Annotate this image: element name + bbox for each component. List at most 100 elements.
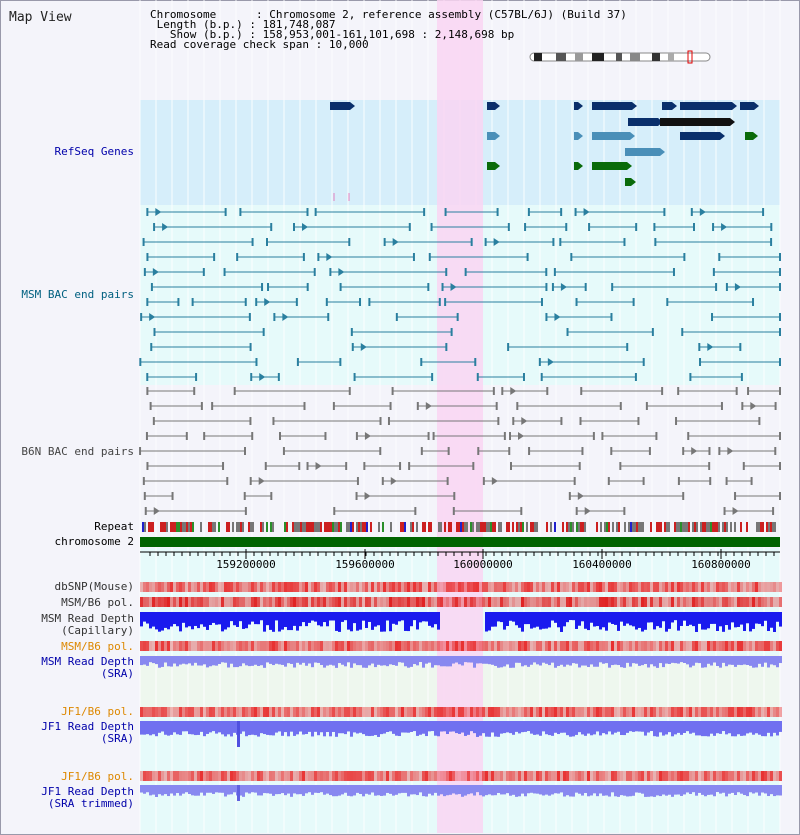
repeat-mark	[730, 522, 732, 532]
jf1-pol-strip	[650, 707, 653, 717]
jf1-depth	[779, 721, 782, 732]
msm-cap-depth	[566, 612, 569, 623]
msm-cap-depth	[170, 612, 173, 627]
jf1-trim-depth	[284, 785, 287, 796]
msm-pol-strip-2	[500, 641, 503, 651]
repeat-mark	[674, 522, 676, 532]
msm-pol-strip	[548, 597, 551, 607]
jf1-pol-strip	[467, 707, 470, 717]
msm-cap-depth	[500, 612, 503, 623]
msm-sra-depth	[596, 656, 599, 667]
msm-sra-depth	[503, 656, 506, 667]
repeat-mark	[628, 522, 630, 532]
dbsnp-strip	[263, 582, 266, 592]
jf1-depth	[401, 721, 404, 733]
jf1-pol-strip	[617, 707, 620, 717]
msm-cap-depth	[539, 612, 542, 630]
dbsnp-strip	[158, 582, 161, 592]
jf1-pol-strip	[260, 707, 263, 717]
dbsnp-strip	[734, 582, 737, 592]
msm-sra-depth	[740, 656, 743, 666]
repeat-mark	[506, 522, 508, 532]
msm-cap-depth	[590, 612, 593, 623]
jf1-pol-strip-2	[455, 771, 458, 781]
msm-cap-depth	[419, 612, 422, 623]
gene-body	[574, 132, 578, 140]
msm-pol-strip-2	[743, 641, 746, 651]
jf1-pol-strip-2	[173, 771, 176, 781]
msm-sra-depth	[398, 656, 401, 663]
msm-pol-strip-2	[251, 641, 254, 651]
jf1-pol-strip	[431, 707, 434, 717]
repeat-mark	[572, 522, 574, 532]
msm-pol-strip-2	[584, 641, 587, 651]
jf1-trim-depth	[251, 785, 254, 793]
msm-cap-depth	[776, 612, 779, 622]
msm-sra-depth	[743, 656, 746, 665]
jf1-pol-strip	[224, 707, 227, 717]
jf1-trim-depth	[758, 785, 761, 796]
msm-cap-depth	[644, 612, 647, 630]
dbsnp-strip	[389, 582, 392, 592]
jf1-pol-strip-2	[656, 771, 659, 781]
msm-pol-strip	[272, 597, 275, 607]
repeat-mark	[238, 522, 240, 532]
dbsnp-strip	[680, 582, 683, 592]
msm-sra-depth	[188, 656, 191, 664]
dbsnp-strip	[266, 582, 269, 592]
repeat-mark	[328, 522, 330, 532]
repeat-mark	[530, 522, 532, 532]
msm-bac-arrow	[162, 223, 169, 231]
jf1-pol-strip	[218, 707, 221, 717]
length-value: 181,748,087	[262, 18, 336, 31]
msm-sra-depth	[311, 656, 314, 668]
repeat-mark	[360, 522, 362, 532]
msm-sra-depth	[425, 656, 428, 664]
jf1-pol-strip-2	[566, 771, 569, 781]
jf1-pol-strip	[572, 707, 575, 717]
msm-cap-depth	[698, 612, 701, 624]
jf1-pol-strip	[485, 707, 488, 717]
msm-pol-strip-2	[665, 641, 668, 651]
jf1-pol-strip	[548, 707, 551, 717]
dbsnp-strip	[674, 582, 677, 592]
jf1-pol-strip	[248, 707, 251, 717]
msm-cap-depth	[206, 612, 209, 630]
jf1-depth	[740, 721, 743, 736]
gene-body	[574, 102, 578, 110]
dbsnp-strip	[662, 582, 665, 592]
jf1-depth	[524, 721, 527, 732]
msm-cap-depth	[761, 612, 764, 627]
msm-cap-depth	[200, 612, 203, 625]
msm-cap-depth	[554, 612, 557, 623]
msm-pol-strip-2	[371, 641, 374, 651]
msm-sra-depth	[488, 656, 491, 665]
dbsnp-strip	[419, 582, 422, 592]
msm-pol-strip-2	[257, 641, 260, 651]
msm-cap-depth	[299, 612, 302, 627]
jf1-trim-depth	[461, 785, 464, 797]
msm-cap-depth	[263, 612, 266, 632]
jf1-trim-depth	[473, 785, 476, 796]
jf1-pol-strip-2	[644, 771, 647, 781]
dbsnp-strip	[626, 582, 629, 592]
jf1-depth	[479, 721, 482, 736]
msm-sra-depth	[173, 656, 176, 664]
msm-sra-depth	[461, 656, 464, 666]
msm-cap-depth	[629, 612, 632, 626]
jf1-pol-strip-2	[329, 771, 332, 781]
gene-arrow	[660, 148, 665, 156]
msm-sra-depth	[212, 656, 215, 666]
jf1-pol-strip-2	[470, 771, 473, 781]
msm-cap-depth	[284, 612, 287, 628]
jf1-pol-strip	[242, 707, 245, 717]
jf1-pol-strip-2	[779, 771, 782, 781]
jf1-depth	[314, 721, 317, 732]
dbsnp-strip	[701, 582, 704, 592]
jf1-trim-depth	[671, 785, 674, 797]
jf1-pol-strip	[143, 707, 146, 717]
jf1-pol-strip-2	[446, 771, 449, 781]
msm-pol-strip-2	[266, 641, 269, 651]
b6n-bac-arrow	[521, 417, 528, 425]
